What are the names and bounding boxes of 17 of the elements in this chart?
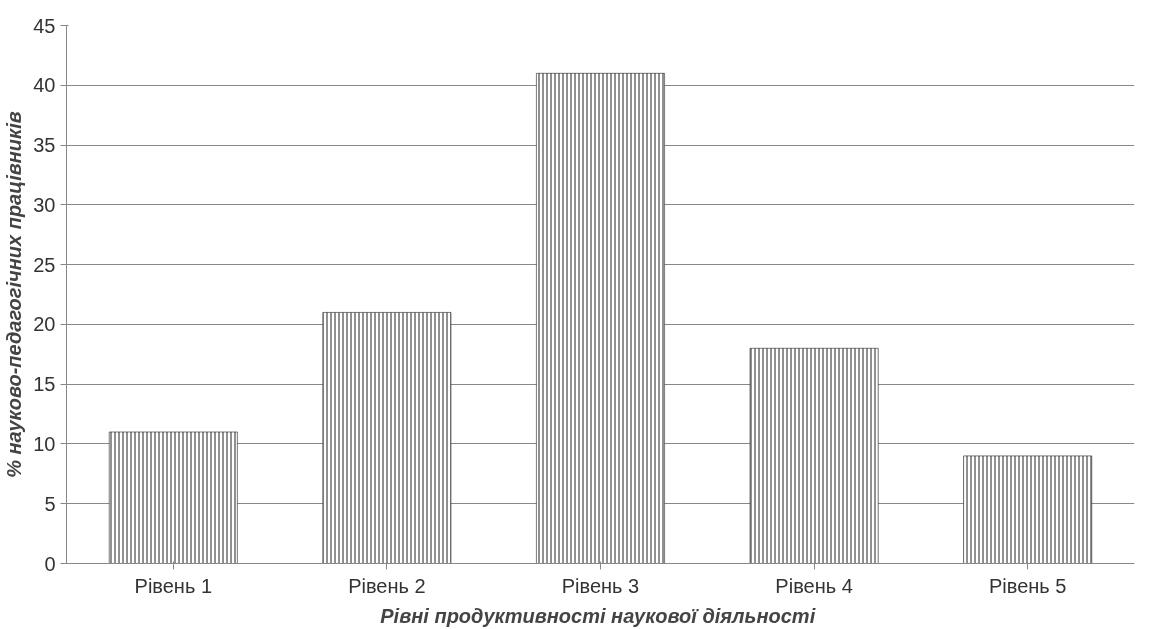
y-tick-label: 10 — [33, 432, 56, 455]
y-tick-label: 5 — [44, 492, 56, 515]
y-tick-label: 25 — [33, 253, 56, 276]
x-tick-label: Рівень 1 — [134, 574, 213, 597]
x-tick-label: Рівень 2 — [348, 574, 426, 597]
x-axis-title: Рівні продуктивності наукової діяльності — [380, 604, 816, 627]
y-tick-label: 20 — [33, 313, 56, 336]
y-tick-label: 45 — [33, 14, 56, 37]
x-tick-label: Рівень 5 — [988, 574, 1067, 597]
x-tick-label: Рівень 3 — [561, 574, 640, 597]
y-tick-label: 35 — [33, 134, 56, 157]
y-tick-label: 15 — [33, 373, 56, 396]
x-tick-label: Рівень 4 — [775, 574, 853, 597]
y-tick-label: 40 — [33, 74, 56, 97]
y-axis-title: % науково-педагогічних працівників — [3, 111, 26, 478]
y-tick-label: 0 — [44, 552, 56, 575]
y-tick-label: 30 — [33, 193, 56, 216]
